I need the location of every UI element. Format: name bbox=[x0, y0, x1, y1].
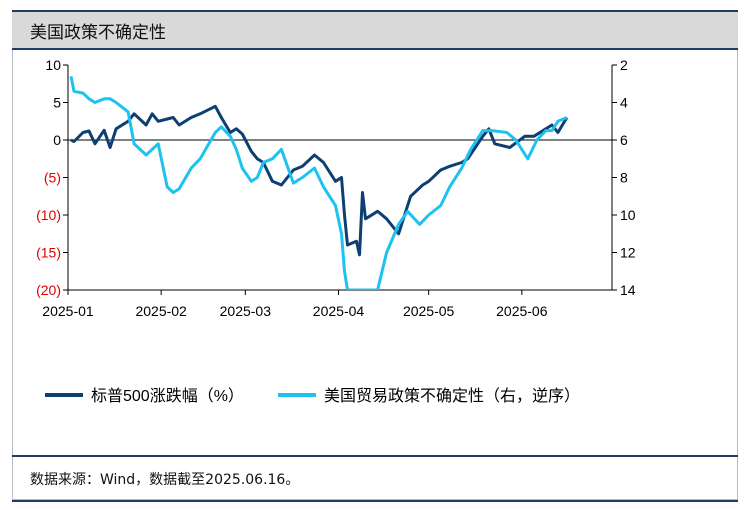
chart-svg: 10 5 0 (5) (10) (15) (20) 2 4 6 8 10 12 14 2025-01 2025… bbox=[36, 57, 636, 405]
legend-label-2: 美国贸易政策不确定性（右，逆序） bbox=[324, 387, 580, 405]
right-tick-label: 4 bbox=[620, 95, 628, 111]
left-tick-label: (10) bbox=[36, 207, 61, 223]
chart-frame bbox=[12, 10, 738, 500]
source-divider bbox=[12, 455, 738, 457]
right-tick-label: 8 bbox=[620, 170, 628, 186]
source-note: 数据来源：Wind，数据截至2025.06.16。 bbox=[30, 472, 300, 488]
right-tick-label: 10 bbox=[620, 207, 636, 223]
chart-legend: 标普500涨跌幅（%） 美国贸易政策不确定性（右，逆序） bbox=[45, 387, 580, 405]
right-tick-label: 12 bbox=[620, 245, 636, 261]
x-tick-label: 2025-03 bbox=[220, 303, 272, 319]
x-tick-label: 2025-05 bbox=[403, 303, 455, 319]
right-tick-label: 6 bbox=[620, 132, 628, 148]
right-tick-label: 2 bbox=[620, 57, 628, 73]
left-tick-label: (5) bbox=[44, 170, 61, 186]
left-tick-label: 0 bbox=[53, 132, 61, 148]
bottom-divider bbox=[12, 500, 738, 502]
x-tick-label: 2025-01 bbox=[42, 303, 94, 319]
left-tick-label: 10 bbox=[45, 57, 61, 73]
x-tick-label: 2025-02 bbox=[135, 303, 187, 319]
chart-axes: 10 5 0 (5) (10) (15) (20) 2 4 6 8 10 12 14 2025-01 2025… bbox=[36, 57, 636, 319]
legend-label-1: 标普500涨跌幅（%） bbox=[91, 387, 244, 405]
x-tick-label: 2025-06 bbox=[496, 303, 548, 319]
left-tick-label: (15) bbox=[36, 245, 61, 261]
x-tick-label: 2025-04 bbox=[313, 303, 365, 319]
title-bar bbox=[12, 10, 738, 50]
left-tick-label: 5 bbox=[53, 95, 61, 111]
left-tick-label: (20) bbox=[36, 282, 61, 298]
right-tick-label: 14 bbox=[620, 282, 636, 298]
chart-title: 美国政策不确定性 bbox=[30, 23, 166, 43]
series-line-2 bbox=[69, 76, 568, 290]
chart-lines bbox=[69, 76, 569, 290]
